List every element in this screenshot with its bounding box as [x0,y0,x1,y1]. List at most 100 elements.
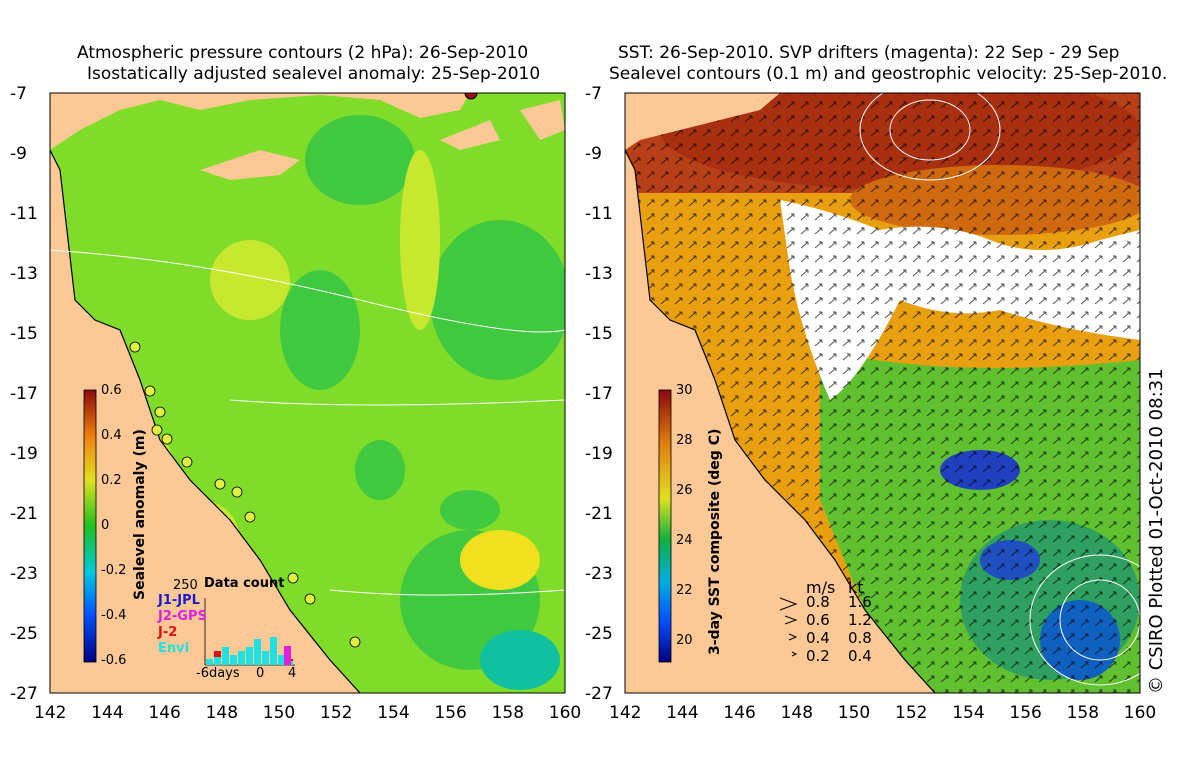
lon-tick-label: 148 [780,703,814,723]
velocity-legend-kt: 0.8 [848,629,872,647]
histogram-bar [246,647,253,665]
new-guinea-land [50,93,470,150]
left-map-frame [49,92,566,694]
lat-tick-label: -15 [585,324,613,344]
lon-tick-label: 156 [434,703,467,723]
histogram-bar [214,657,221,665]
histogram-bar [206,659,213,665]
australia-land-right [625,150,935,693]
lat-tick-label: -27 [585,684,613,704]
lat-tick-label: -19 [10,444,38,464]
lat-tick-label: -25 [585,624,613,644]
lon-tick-label: 152 [895,703,928,723]
lat-tick-label: -17 [585,384,613,404]
sst-colorbar [658,389,672,663]
sst-colorbar-tick: 24 [676,533,693,548]
lat-tick-label: -15 [10,324,38,344]
histogram-bar [278,655,285,665]
lat-tick-label: -17 [10,384,38,404]
lat-tick-label: -9 [585,144,602,164]
data-count-legend-item: J-2 [158,625,178,640]
lon-tick-label: 142 [34,703,67,723]
lat-tick-label: -21 [585,504,613,524]
data-count-title: Data count [204,576,285,591]
sla-colorbar-tick: 0.6 [101,383,122,398]
lon-tick-label: 146 [723,703,756,723]
lon-tick-label: 154 [377,703,410,723]
sla-colorbar [83,389,97,663]
lon-tick-label: 148 [205,703,239,723]
lat-tick-label: -7 [10,84,27,104]
lon-tick-label: 150 [262,703,296,723]
lon-tick-label: 150 [837,703,871,723]
data-count-x-label: -6days [196,666,240,681]
velocity-legend-ms: 0.6 [806,611,830,629]
lon-tick-label: 146 [148,703,181,723]
sst-colorbar-tick: 30 [676,383,693,398]
sla-colorbar-tick: -0.4 [101,608,127,623]
velocity-legend-ms: 0.2 [806,647,830,665]
left-title-line2: Isostatically adjusted sealevel anomaly:… [87,64,541,84]
velocity-legend-ms: 0.8 [806,593,830,611]
lat-tick-label: -19 [585,444,613,464]
sst-colorbar-tick: 26 [676,483,693,498]
velocity-header-kt: kt [848,578,864,597]
lat-tick-label: -23 [585,564,613,584]
lon-tick-label: 144 [666,703,699,723]
csiro-credit: © CSIRO Plotted 01-Oct-2010 08:31 [1146,368,1167,694]
sst-colorbar-label: 3-day SST composite (deg C) [707,428,723,655]
velocity-legend-kt: 1.6 [848,593,872,611]
sla-colorbar-tick: -0.6 [101,653,127,668]
histogram-bar [230,655,237,665]
histogram-bar [222,647,229,665]
data-count-max: 250 [173,578,198,593]
velocity-header-ms: m/s [806,578,836,597]
sst-colorbar-tick: 22 [676,583,693,598]
right-title-line2: Sealevel contours (0.1 m) and geostrophi… [609,64,1168,84]
lat-tick-label: -13 [585,264,613,284]
lat-tick-label: -11 [585,204,613,224]
right-title-line1: SST: 26-Sep-2010. SVP drifters (magenta)… [618,43,1120,63]
lon-tick-label: 152 [320,703,353,723]
lat-tick-label: -9 [10,144,27,164]
histogram-bar [254,639,261,665]
velocity-legend-kt: 0.4 [848,647,872,665]
lat-tick-label: -13 [10,264,38,284]
data-count-histogram [204,598,295,666]
lat-tick-label: -25 [10,624,38,644]
lat-tick-label: -11 [10,204,38,224]
lon-tick-label: 142 [609,703,642,723]
lon-tick-label: 158 [1066,703,1100,723]
data-count-legend-item: Envi [158,641,190,656]
data-count-x-label: 0 [256,666,265,681]
left-map [50,93,565,693]
sst-colorbar-tick: 28 [676,433,693,448]
sla-colorbar-tick: -0.2 [101,563,127,578]
lat-tick-label: -27 [10,684,38,704]
histogram-bar [270,637,277,665]
lat-tick-label: -7 [585,84,602,104]
data-count-x-label: 4 [288,666,297,681]
right-map-frame [624,92,1141,694]
sla-colorbar-tick: 0 [101,518,110,533]
sla-colorbar-label: Sealevel anomaly (m) [132,429,148,600]
lon-tick-label: 160 [548,703,582,723]
lon-tick-label: 158 [491,703,525,723]
velocity-legend-ms: 0.4 [806,629,830,647]
data-count-legend-item: J2-GPS [158,609,207,624]
left-title-line1: Atmospheric pressure contours (2 hPa): 2… [77,43,529,63]
sst-colorbar-tick: 20 [676,633,693,648]
lon-tick-label: 154 [952,703,985,723]
data-count-legend-item: J1-JPL [158,593,200,608]
lon-tick-label: 160 [1123,703,1157,723]
velocity-legend-arrows [779,597,798,657]
histogram-bar [262,651,269,665]
lon-tick-label: 156 [1009,703,1042,723]
right-map [625,93,1140,693]
lon-tick-label: 144 [91,703,124,723]
histogram-bar [284,646,291,665]
australia-land [50,150,360,693]
histogram-bar [238,651,245,665]
velocity-legend-kt: 1.2 [848,611,872,629]
